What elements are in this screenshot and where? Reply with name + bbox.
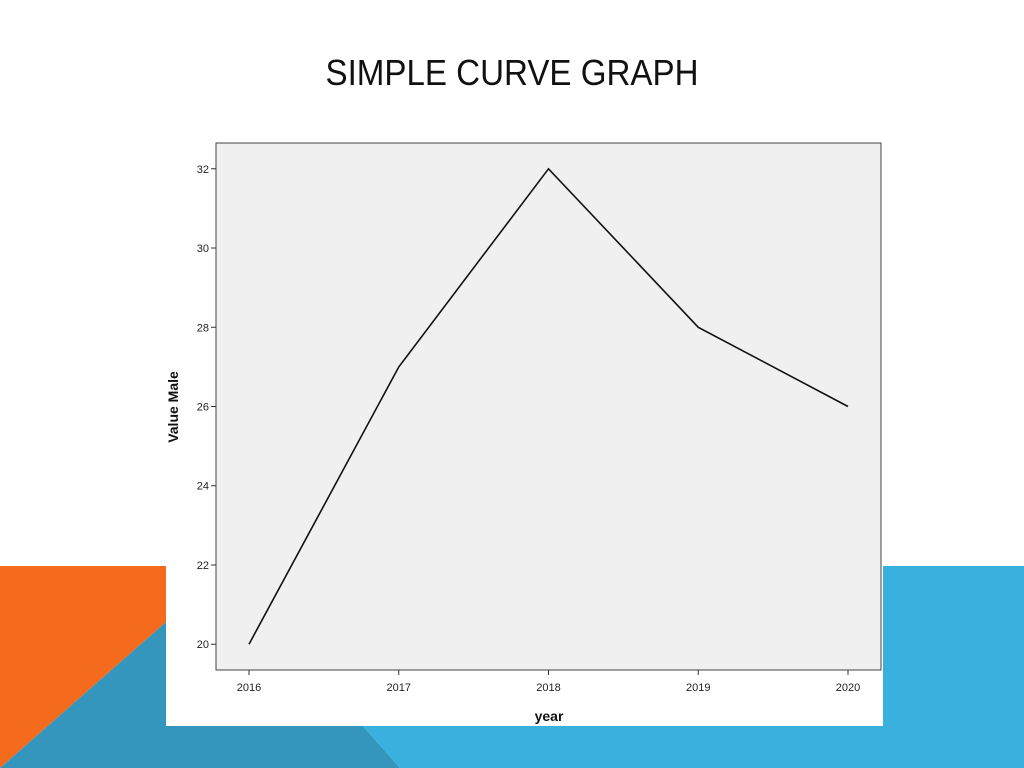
teal-corner-shape bbox=[0, 622, 400, 768]
x-tick-label: 2016 bbox=[237, 682, 261, 694]
y-tick-label: 24 bbox=[197, 481, 209, 493]
x-tick-label: 2017 bbox=[387, 682, 411, 694]
plot-area bbox=[215, 142, 882, 671]
y-tick-label: 20 bbox=[197, 639, 209, 651]
y-tick-label: 30 bbox=[197, 243, 209, 255]
blue-band-shape bbox=[363, 566, 1024, 768]
x-axis: 2016 2017 2018 2019 2020 bbox=[237, 670, 860, 694]
slide-title: SIMPLE CURVE GRAPH bbox=[325, 52, 699, 93]
y-tick-label: 26 bbox=[197, 402, 209, 414]
y-axis-title: Value Male bbox=[166, 371, 181, 443]
x-axis-title: year bbox=[535, 708, 564, 724]
y-tick-label: 22 bbox=[197, 560, 209, 572]
y-tick-label: 32 bbox=[197, 164, 209, 176]
chart-panel: 20 22 24 26 28 30 32 2016 2017 2018 2019 2020 year… bbox=[166, 130, 883, 726]
series-layer bbox=[248, 167, 849, 645]
series-line bbox=[248, 167, 849, 645]
y-axis: 20 22 24 26 28 30 32 bbox=[197, 164, 216, 651]
y-tick-label: 28 bbox=[197, 322, 209, 334]
x-tick-label: 2020 bbox=[836, 682, 860, 694]
x-tick-label: 2019 bbox=[686, 682, 710, 694]
line-chart: 20 22 24 26 28 30 32 2016 2017 2018 2019 2020 year… bbox=[166, 142, 882, 724]
x-tick-label: 2018 bbox=[536, 682, 560, 694]
orange-corner-shape bbox=[0, 566, 166, 768]
